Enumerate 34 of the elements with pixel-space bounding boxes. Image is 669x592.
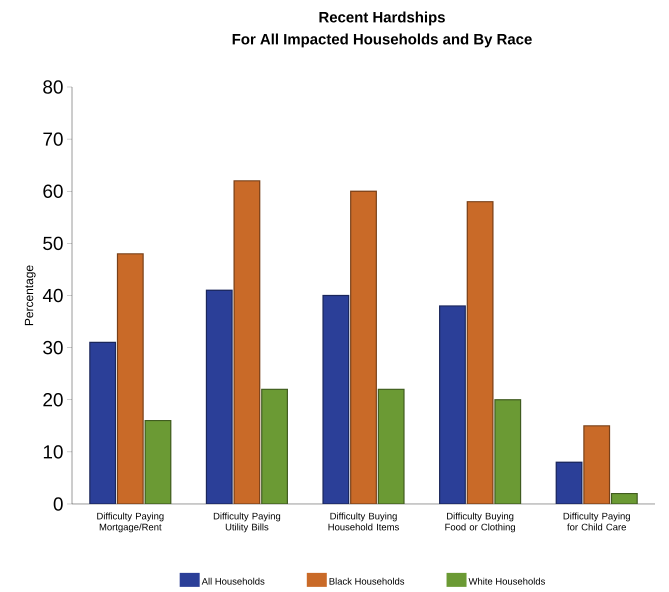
bar xyxy=(556,462,582,504)
bar xyxy=(322,294,350,504)
bar xyxy=(116,253,144,504)
bar xyxy=(583,425,610,504)
bar xyxy=(350,190,377,504)
bar xyxy=(233,180,260,504)
y-tick-label: 20 xyxy=(43,393,63,406)
x-tick-label: Difficulty Paying for Child Care xyxy=(564,512,630,530)
y-tick-label: 80 xyxy=(43,80,63,94)
bar xyxy=(439,305,466,504)
y-tick-label: 50 xyxy=(43,236,63,250)
x-tick-label: Difficulty Buying Household Items xyxy=(328,512,399,530)
bar xyxy=(494,399,522,504)
bar xyxy=(378,388,405,504)
x-tick-label: Difficulty Paying Mortgage/Rent xyxy=(97,512,164,532)
legend-label: Black Households xyxy=(330,578,404,585)
bar xyxy=(206,290,233,504)
chart-subtitle: For All Impacted Households and By Race xyxy=(232,34,532,48)
y-tick-label: 40 xyxy=(42,288,63,302)
chart-title: Recent Hardships xyxy=(319,12,445,26)
bar xyxy=(466,201,494,504)
bar xyxy=(144,420,172,504)
legend-label: White Households xyxy=(468,578,545,585)
y-axis-title: Percentage xyxy=(24,265,36,326)
y-tick-label: 10 xyxy=(44,445,63,459)
y-tick-label: 60 xyxy=(43,184,63,198)
y-tick-label: 0 xyxy=(54,497,63,511)
bar xyxy=(89,342,116,504)
bar xyxy=(261,388,288,504)
y-tick-label: 70 xyxy=(43,132,63,146)
legend-label: All Households xyxy=(202,578,264,585)
y-tick-label: 30 xyxy=(43,340,63,354)
x-tick-label: Difficulty Paying Utility Bills xyxy=(214,512,280,532)
x-tick-label: Difficulty Buying Food or Clothing xyxy=(445,512,515,532)
